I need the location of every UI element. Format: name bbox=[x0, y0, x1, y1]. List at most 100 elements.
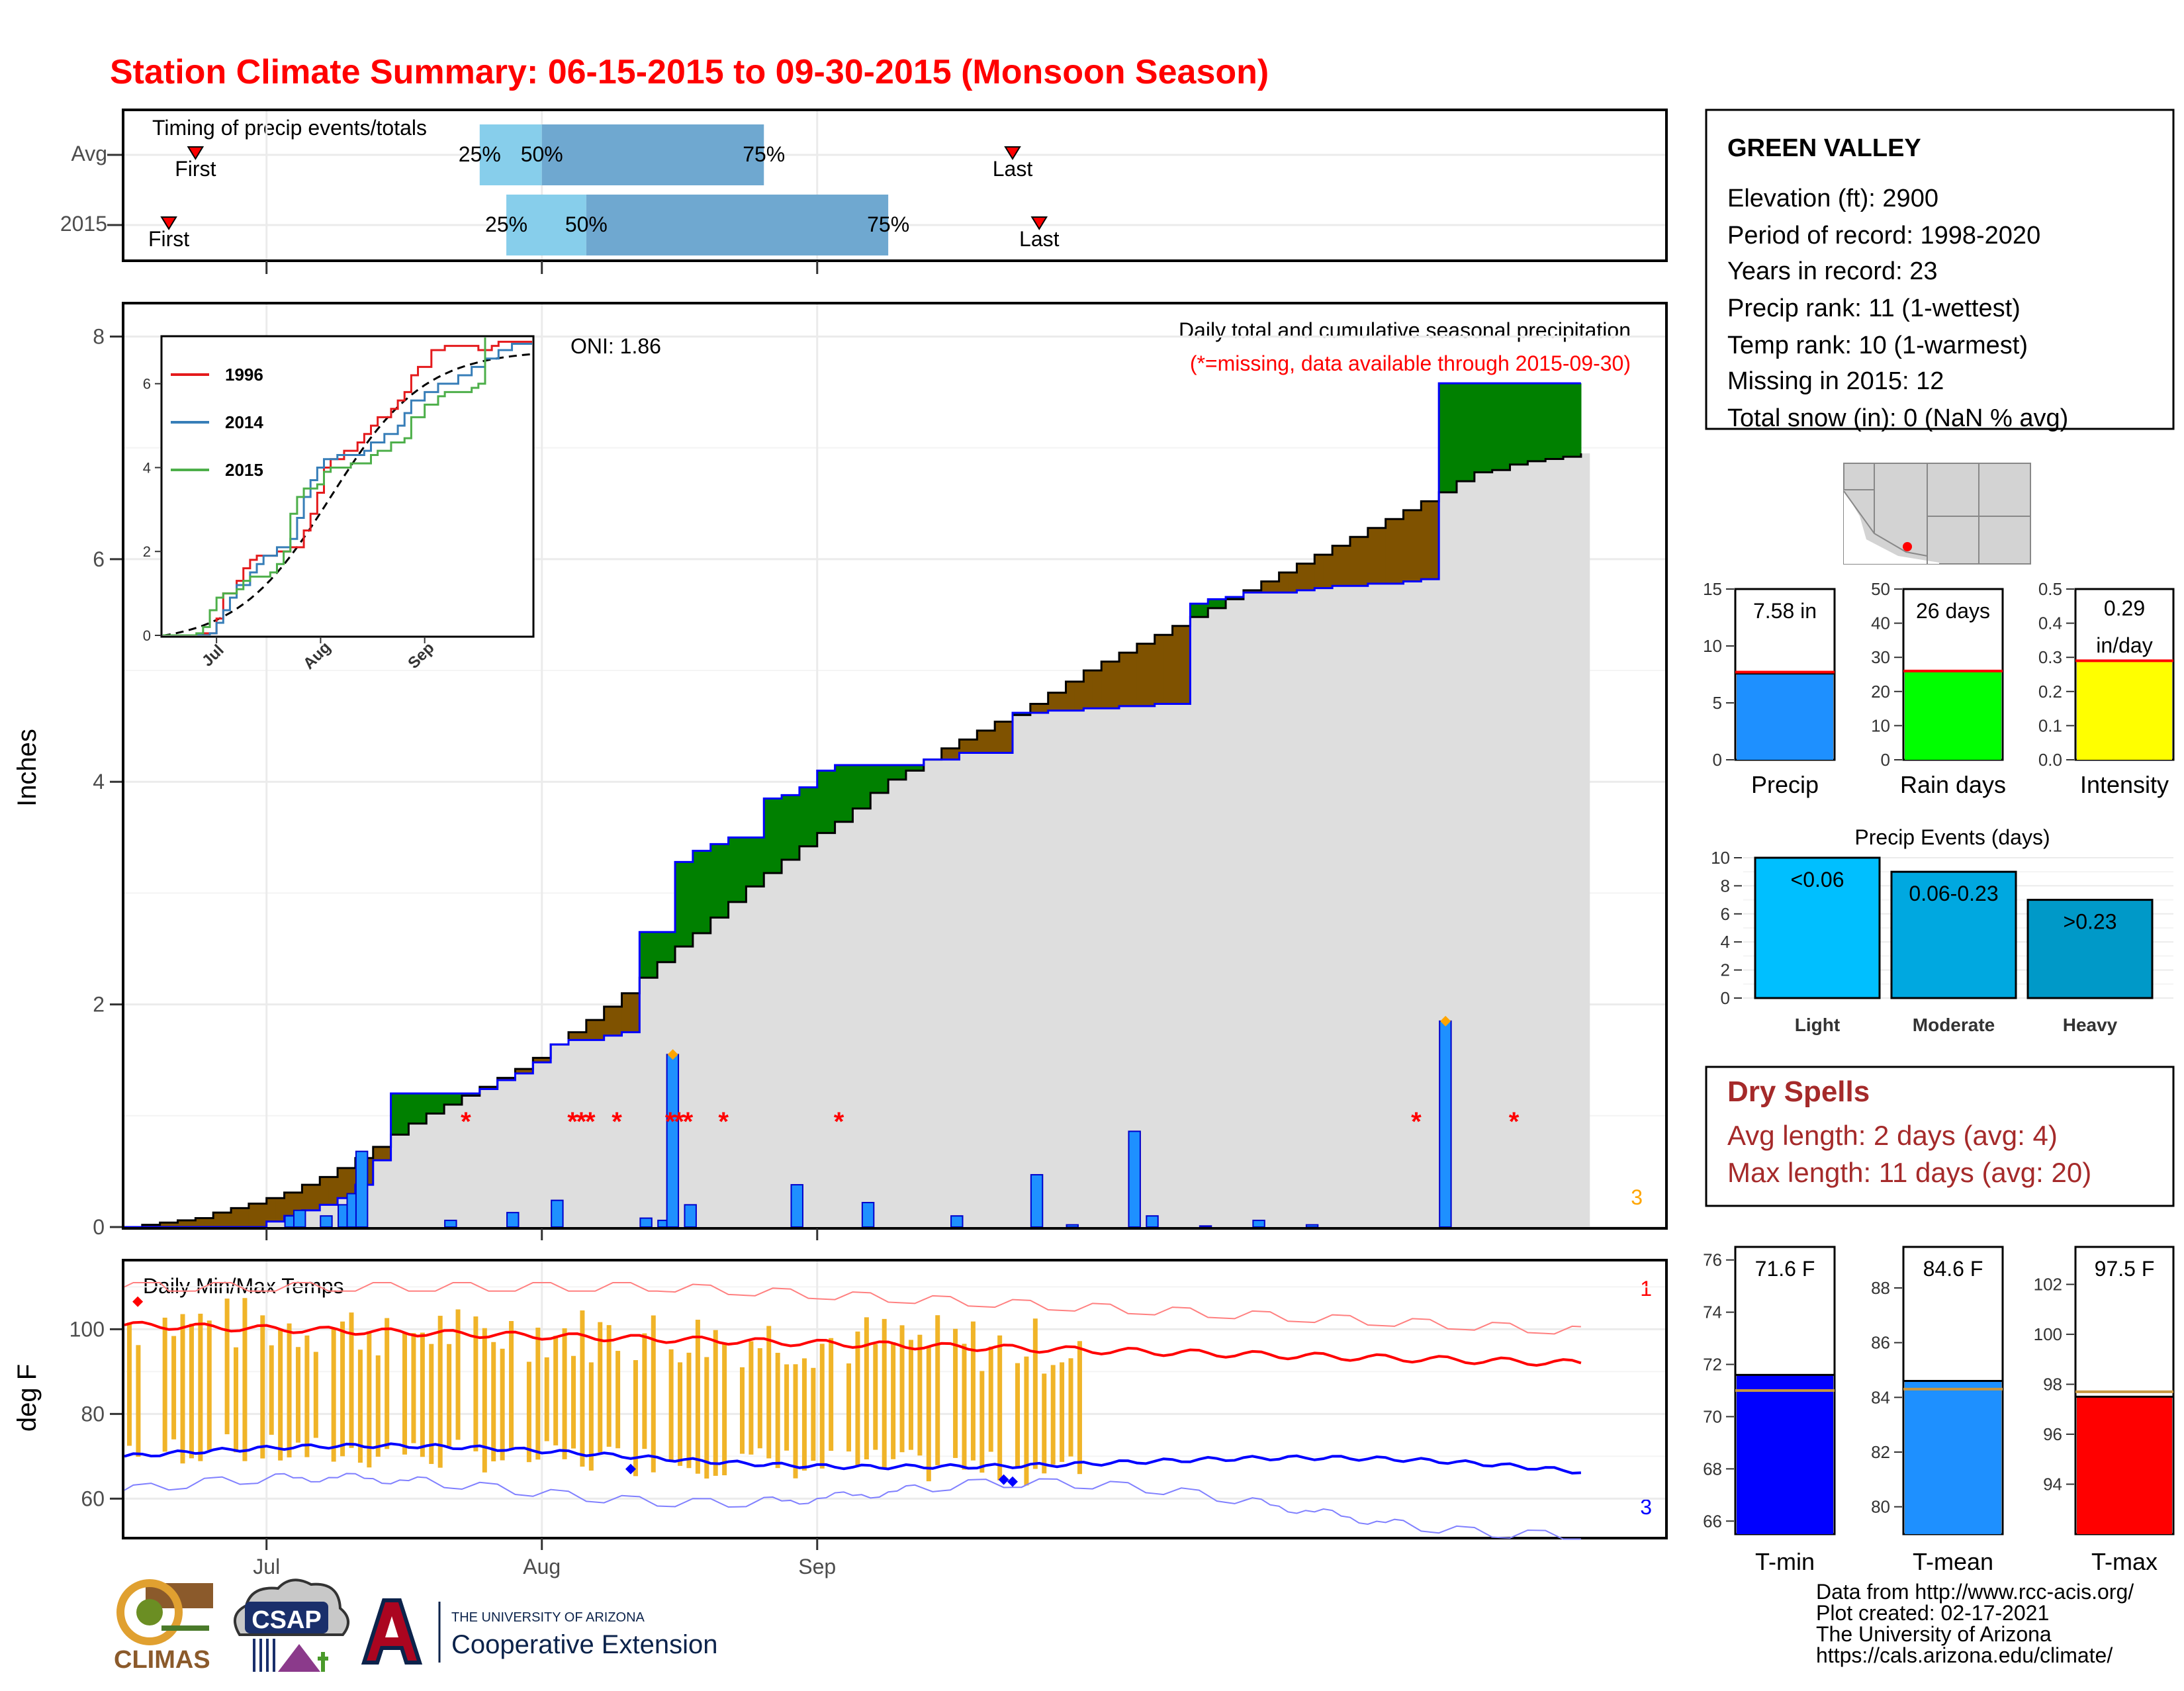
precip-diff-wet-day-64 bbox=[692, 850, 702, 933]
temps-daily-bar-day-21 bbox=[313, 1351, 318, 1438]
temps-xtick-label-jul: Jul bbox=[253, 1555, 280, 1578]
precip-diff-wet-day-121 bbox=[1199, 604, 1208, 617]
intensity-ytick-label-0.4: 0.4 bbox=[2038, 614, 2062, 633]
temps-daily-bar-day-85 bbox=[882, 1318, 887, 1469]
temps-daily-bar-day-105 bbox=[1060, 1362, 1065, 1462]
precip-diff-dry-day-112 bbox=[1119, 653, 1129, 706]
precip-diff-dry-day-54 bbox=[604, 1006, 614, 1036]
climas-logo-text: CLIMAS bbox=[114, 1646, 210, 1674]
precip-diff-dry-day-7 bbox=[186, 1220, 196, 1227]
precip-diff-wet-day-68 bbox=[728, 837, 738, 902]
tmean-ytick-label-82: 82 bbox=[1871, 1442, 1890, 1462]
precip-diff-dry-day-111 bbox=[1110, 661, 1120, 709]
temps-daily-bar-day-96 bbox=[979, 1371, 985, 1473]
tmean-category-label: T-mean bbox=[1913, 1548, 1993, 1575]
intensity-ytick-label-0.1: 0.1 bbox=[2038, 715, 2062, 735]
inset-legend-label-1996: 1996 bbox=[225, 365, 263, 385]
precip-events-category-moderate: Moderate bbox=[1913, 1015, 1995, 1035]
temps-daily-bar-day-31 bbox=[402, 1332, 408, 1455]
rain-days-bar bbox=[1905, 670, 2001, 760]
inset-ytick-label-4: 4 bbox=[143, 459, 151, 476]
dry-spells-avg: Avg length: 2 days (avg: 4) bbox=[1727, 1120, 2058, 1151]
temps-daily-bar-day-46 bbox=[535, 1328, 541, 1460]
precip-events-bar-label-moderate: 0.06-0.23 bbox=[1909, 882, 1998, 905]
precip-diff-dry-day-10 bbox=[213, 1212, 223, 1227]
precip-panel-subtitle: (*=missing, data available through 2015-… bbox=[1190, 351, 1631, 375]
precip-diff-dry-day-17 bbox=[275, 1198, 285, 1222]
precip-diff-wet-day-162 bbox=[1563, 383, 1573, 457]
temps-daily-bar-day-13 bbox=[242, 1298, 248, 1461]
temps-corner-bottom: 3 bbox=[1640, 1495, 1652, 1519]
precip-diff-dry-day-16 bbox=[266, 1198, 276, 1222]
timing-bar-2015-50-75 bbox=[586, 195, 889, 255]
missing-marker-day-145: * bbox=[1411, 1107, 1422, 1136]
tmean-ytick-label-80: 80 bbox=[1871, 1497, 1890, 1517]
temps-daily-bar-day-83 bbox=[864, 1317, 869, 1460]
temps-daily-bar-day-39 bbox=[473, 1316, 478, 1451]
temps-corner-top: 1 bbox=[1640, 1277, 1652, 1301]
precip-diff-dry-day-126 bbox=[1243, 590, 1253, 593]
missing-marker-day-55: * bbox=[612, 1107, 622, 1136]
precip-daily-bar-day-36 bbox=[444, 1219, 457, 1227]
intensity-value-label-2: in/day bbox=[2096, 633, 2152, 657]
temps-daily-bar-day-23 bbox=[331, 1329, 336, 1462]
precip-diff-dry-day-136 bbox=[1332, 545, 1342, 586]
precip-diff-wet-day-78 bbox=[817, 770, 827, 833]
timing-2015-last-marker bbox=[1030, 216, 1048, 230]
temps-record-max-line bbox=[124, 1282, 1581, 1335]
precip-diff-wet-day-87 bbox=[897, 765, 907, 780]
temps-ytick-label-60: 60 bbox=[81, 1486, 105, 1510]
precip-events-ytick-label-6: 6 bbox=[1721, 904, 1730, 924]
precip-diff-wet-day-158 bbox=[1527, 383, 1537, 461]
precip-diff-wet-day-61 bbox=[666, 932, 676, 962]
intensity-value-label: 0.29 bbox=[2104, 596, 2145, 620]
precip-diff-wet-day-154 bbox=[1492, 383, 1502, 471]
missing-marker-day-38: * bbox=[461, 1107, 471, 1136]
station-line-years: Years in record: 23 bbox=[1727, 257, 1938, 285]
precip-diff-wet-day-37 bbox=[453, 1093, 463, 1105]
rain-days-category-label: Rain days bbox=[1900, 771, 2006, 798]
temps-daily-bar-day-20 bbox=[304, 1335, 310, 1457]
precip-diff-wet-day-156 bbox=[1510, 383, 1520, 465]
tmin-ytick-label-76: 76 bbox=[1703, 1250, 1722, 1270]
timing-row-label-avg: Avg bbox=[71, 142, 107, 165]
precip-diff-wet-day-159 bbox=[1536, 383, 1546, 461]
precip-corner-count: 3 bbox=[1631, 1185, 1643, 1209]
precip-daily-bar-day-113 bbox=[1128, 1130, 1141, 1227]
precip-diff-dry-day-45 bbox=[523, 1069, 533, 1074]
precip-diff-dry-day-41 bbox=[488, 1087, 498, 1089]
precip-ytick-label-6: 6 bbox=[93, 547, 105, 571]
precip-max-marker-day-61 bbox=[667, 1049, 678, 1060]
precip-diff-dry-day-118 bbox=[1172, 625, 1182, 704]
precip-diff-dry-day-98 bbox=[995, 721, 1005, 753]
station-line-temp-rank: Temp rank: 10 (1-warmest) bbox=[1727, 332, 2028, 359]
inset-series-1996 bbox=[163, 340, 532, 635]
ua-line1: THE UNIVERSITY OF ARIZONA bbox=[451, 1610, 645, 1625]
precip-diff-dry-day-146 bbox=[1421, 501, 1431, 580]
tmax-value-label: 97.5 F bbox=[2095, 1257, 2155, 1281]
precip-diff-wet-day-69 bbox=[737, 837, 747, 902]
temps-avg-min-line bbox=[124, 1442, 1581, 1475]
tmax-ytick-label-102: 102 bbox=[2034, 1275, 2062, 1295]
temps-daily-bar-day-98 bbox=[997, 1335, 1003, 1481]
precip-diff-dry-day-109 bbox=[1092, 670, 1102, 709]
precip-diff-wet-day-153 bbox=[1483, 383, 1493, 473]
precip-diff-wet-day-124 bbox=[1226, 597, 1236, 600]
precip-diff-wet-day-85 bbox=[879, 765, 889, 794]
temps-daily-bar-day-77 bbox=[811, 1367, 816, 1461]
missing-marker-day-63: * bbox=[683, 1107, 694, 1136]
precip-events-bar-moderate bbox=[1890, 870, 2017, 999]
precip-diff-wet-day-84 bbox=[870, 765, 880, 794]
precip-daily-bar-day-19 bbox=[293, 1209, 306, 1227]
tmean-ytick-label-86: 86 bbox=[1871, 1333, 1890, 1353]
precip-events-ytick-label-2: 2 bbox=[1721, 960, 1730, 980]
dry-spells-title: Dry Spells bbox=[1727, 1075, 1870, 1108]
dry-spells-max: Max length: 11 days (avg: 20) bbox=[1727, 1157, 2091, 1188]
precip-events-bar-label-light: <0.06 bbox=[1791, 868, 1844, 891]
timing-avg-last-marker bbox=[1004, 146, 1021, 160]
precip-diff-wet-day-149 bbox=[1447, 383, 1457, 492]
precip-diff-dry-day-29 bbox=[382, 1146, 392, 1161]
precip-diff-dry-day-50 bbox=[569, 1032, 578, 1040]
precip-diff-dry-day-96 bbox=[977, 730, 987, 753]
temps-daily-bar-day-87 bbox=[899, 1325, 905, 1453]
